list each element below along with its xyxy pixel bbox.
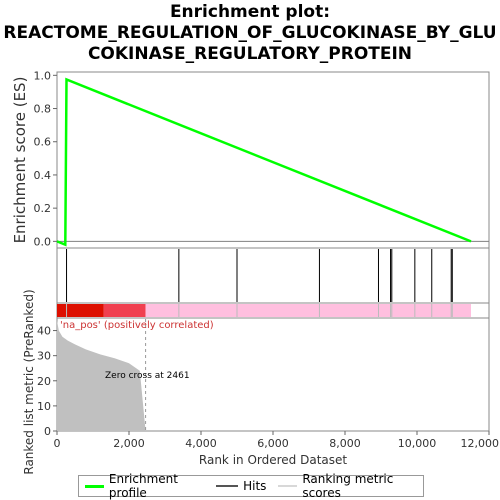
es-ytick-label-5: 1.0 bbox=[34, 69, 52, 82]
color-bar-layer bbox=[57, 304, 471, 317]
chart-title: Enrichment plot: REACTOME_REGULATION_OF_… bbox=[0, 2, 500, 65]
metric-ytick-label-0: 0 bbox=[44, 425, 51, 438]
legend-swatch-hits bbox=[216, 485, 239, 487]
legend-item-hits: Hits bbox=[216, 479, 266, 493]
es-ytick-label-2: 0.4 bbox=[34, 169, 52, 182]
xtick-label-3: 6,000 bbox=[257, 437, 289, 450]
x-axis-title: Rank in Ordered Dataset bbox=[199, 453, 347, 467]
metric-ytick-label-4: 40 bbox=[37, 325, 51, 338]
title-line-1: Enrichment plot: bbox=[169, 2, 331, 22]
es-ytick-label-0: 0.0 bbox=[34, 235, 52, 248]
legend-swatch-enrichment bbox=[85, 484, 104, 488]
legend-swatch-metric bbox=[278, 485, 298, 487]
legend-item-metric: Ranking metric scores bbox=[278, 472, 417, 500]
legend-label-metric: Ranking metric scores bbox=[302, 472, 394, 500]
hits-panel bbox=[56, 247, 490, 304]
metric-ytick-label-1: 10 bbox=[37, 400, 51, 413]
color-bar-segment-2 bbox=[145, 304, 471, 317]
es-ytick-label-1: 0.2 bbox=[34, 202, 52, 215]
es-ytick-label-3: 0.6 bbox=[34, 136, 52, 149]
zero-cross-label: Zero cross at 2461 bbox=[105, 371, 190, 381]
metric-ytick-label-2: 20 bbox=[37, 375, 51, 388]
es-axis-title: Enrichment score (ES) bbox=[11, 77, 29, 244]
metric-area bbox=[57, 320, 146, 431]
legend-item-enrichment: Enrichment profile bbox=[85, 472, 204, 500]
xtick-label-0: 0 bbox=[54, 437, 61, 450]
legend-label-enrichment: Enrichment profile bbox=[108, 472, 178, 500]
xtick-label-4: 8,000 bbox=[329, 437, 361, 450]
xtick-label-5: 10,000 bbox=[398, 437, 437, 450]
metric-axis-title: Ranked list metric (PreRanked) bbox=[22, 289, 36, 474]
es-layer: 0.0 0.2 0.4 0.6 0.8 1.0 bbox=[34, 69, 489, 248]
legend-label-hits: Hits bbox=[243, 479, 267, 493]
metric-ytick-label-3: 30 bbox=[37, 350, 51, 363]
color-bar-segment-0 bbox=[57, 304, 104, 317]
enrichment-profile-line bbox=[56, 77, 472, 247]
color-bar-segment-1 bbox=[103, 304, 146, 317]
metric-layer: 0 10 20 30 40 0 2,000 4,000 6,000 8,000 10,000 12,0… bbox=[37, 319, 499, 450]
xtick-label-2: 4,000 bbox=[185, 437, 217, 450]
hits-layer bbox=[66, 249, 453, 302]
xtick-label-1: 2,000 bbox=[113, 437, 145, 450]
title-line-3: COKINASE_REGULATORY_PROTEIN bbox=[87, 44, 413, 64]
positive-correlation-label: 'na_pos' (positively correlated) bbox=[60, 320, 214, 331]
xtick-label-6: 12,000 bbox=[461, 437, 500, 450]
legend: Enrichment profile Hits Ranking metric s… bbox=[78, 472, 424, 500]
title-line-2: REACTOME_REGULATION_OF_GLUCOKINASE_BY_GL… bbox=[3, 23, 497, 43]
es-ytick-label-4: 0.8 bbox=[34, 103, 52, 116]
